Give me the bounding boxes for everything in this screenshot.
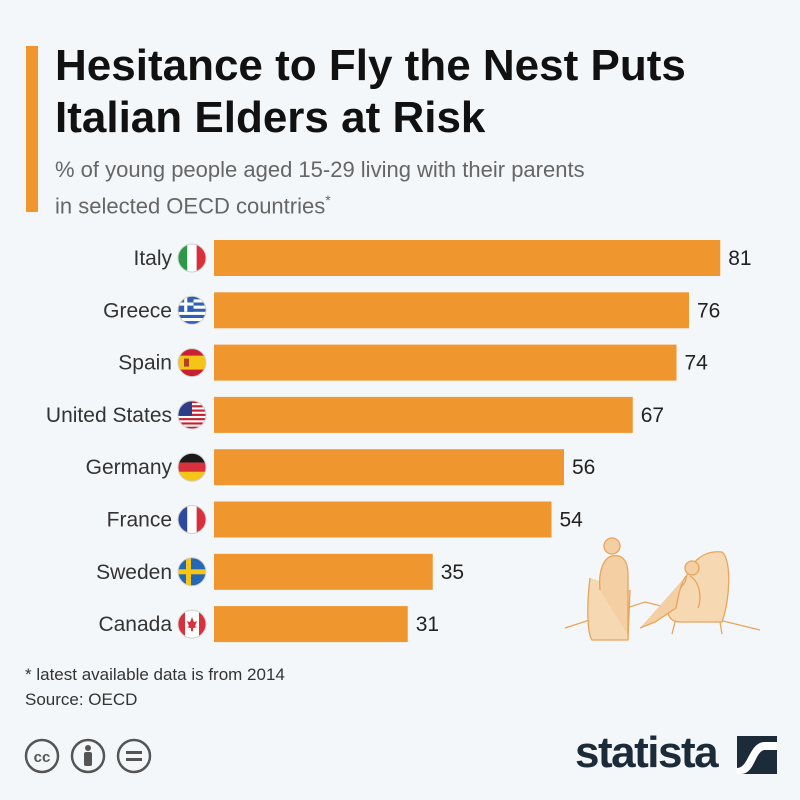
brand-name: statista bbox=[575, 728, 719, 777]
statista-mark-icon bbox=[737, 736, 777, 774]
value-label-france: 54 bbox=[560, 509, 584, 532]
subtitle-line-2-text: in selected OECD countries bbox=[55, 193, 326, 219]
greece-flag-icon bbox=[177, 295, 207, 325]
bar-chart: Italy 81 Greece 76 Spain 74 United States 67 Ger… bbox=[46, 240, 761, 643]
canada-flag-icon bbox=[177, 609, 207, 639]
footnote: * latest available data is from 2014 Sou… bbox=[25, 662, 285, 712]
accent-bar bbox=[26, 46, 38, 212]
subtitle-line-2: in selected OECD countries* bbox=[55, 185, 755, 221]
chart-title: Hesitance to Fly the Nest Puts Italian E… bbox=[55, 40, 785, 144]
cc-icon[interactable]: cc bbox=[24, 738, 60, 774]
bar-sweden bbox=[214, 553, 433, 590]
category-label-germany: Germany bbox=[86, 456, 173, 479]
category-label-greece: Greece bbox=[103, 299, 172, 322]
attribution-icon[interactable] bbox=[70, 738, 106, 774]
source-note: Source: OECD bbox=[25, 690, 138, 709]
value-label-sweden: 35 bbox=[441, 561, 464, 584]
value-label-italy: 81 bbox=[728, 247, 751, 270]
value-label-greece: 76 bbox=[697, 299, 720, 322]
sweden-flag-icon bbox=[177, 557, 207, 587]
svg-text:cc: cc bbox=[34, 749, 51, 766]
data-note: * latest available data is from 2014 bbox=[25, 665, 285, 684]
subtitle-line-1: % of young people aged 15-29 living with… bbox=[55, 157, 585, 182]
italy-flag-icon bbox=[177, 243, 207, 273]
value-label-spain: 74 bbox=[685, 352, 709, 375]
spain-flag-icon bbox=[177, 348, 207, 378]
bar-canada bbox=[214, 606, 408, 643]
value-label-canada: 31 bbox=[416, 613, 439, 636]
category-label-france: France bbox=[107, 509, 172, 532]
bar-france bbox=[214, 501, 552, 538]
title-line-2: Italian Elders at Risk bbox=[55, 93, 486, 142]
value-label-united-states: 67 bbox=[641, 404, 664, 427]
category-label-spain: Spain bbox=[118, 352, 172, 375]
category-label-sweden: Sweden bbox=[96, 561, 172, 584]
bar-greece bbox=[214, 292, 689, 329]
subtitle-footnote-mark: * bbox=[325, 192, 331, 208]
title-line-1: Hesitance to Fly the Nest Puts bbox=[55, 41, 686, 90]
france-flag-icon bbox=[177, 505, 207, 534]
no-derivatives-icon[interactable] bbox=[116, 738, 152, 774]
bar-italy bbox=[214, 240, 721, 276]
bar-united-states bbox=[214, 396, 633, 433]
license-icons[interactable]: cc bbox=[24, 737, 164, 775]
bar-germany bbox=[214, 449, 564, 486]
statista-logo[interactable]: statista bbox=[575, 728, 780, 777]
us-flag-icon bbox=[177, 400, 207, 430]
chart-subtitle: % of young people aged 15-29 living with… bbox=[55, 155, 755, 221]
category-label-canada: Canada bbox=[98, 613, 172, 636]
germany-flag-icon bbox=[177, 452, 207, 482]
category-label-italy: Italy bbox=[133, 247, 172, 270]
value-label-germany: 56 bbox=[572, 456, 595, 479]
category-label-united-states: United States bbox=[46, 404, 172, 427]
bar-spain bbox=[214, 344, 677, 381]
elders-illustration bbox=[564, 537, 761, 641]
